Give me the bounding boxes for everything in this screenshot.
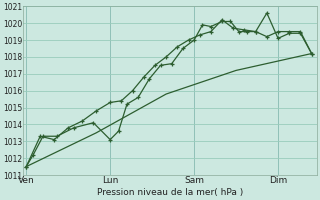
X-axis label: Pression niveau de la mer( hPa ): Pression niveau de la mer( hPa ) <box>97 188 244 197</box>
